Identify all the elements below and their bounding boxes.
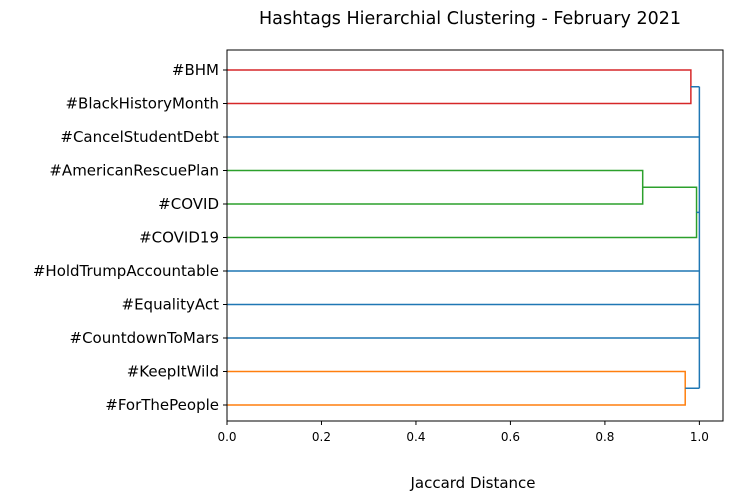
cluster-link <box>227 169 644 205</box>
leaf-label: #EqualityAct <box>122 296 220 314</box>
x-tick-label: 0.6 <box>501 430 520 444</box>
x-tick-label: 0.8 <box>595 430 614 444</box>
dendrogram-links <box>227 69 701 406</box>
plot-frame <box>226 49 724 422</box>
x-axis-ticks: 0.0 0.2 0.4 0.6 0.8 1.0 <box>217 421 709 444</box>
leaf-labels: #BHM #BlackHistoryMonth #CancelStudentDebt… <box>33 61 227 414</box>
x-tick-label: 0.4 <box>406 430 425 444</box>
x-axis-title: Jaccard Distance <box>409 474 535 492</box>
cluster-link <box>227 370 686 406</box>
x-tick-label: 0.0 <box>217 430 236 444</box>
x-tick-label: 1.0 <box>690 430 709 444</box>
leaf-label: #BHM <box>172 61 219 79</box>
leaf-label: #HoldTrumpAccountable <box>33 262 219 280</box>
x-tick-label: 0.2 <box>312 430 331 444</box>
leaf-label: #COVID19 <box>139 229 219 247</box>
cluster-link <box>227 186 698 239</box>
leaf-label: #BlackHistoryMonth <box>65 95 219 113</box>
leaf-label: #KeepItWild <box>127 363 219 381</box>
cluster-link <box>227 69 692 105</box>
leaf-label: #ForThePeople <box>105 396 219 414</box>
leaf-label: #CancelStudentDebt <box>60 128 219 146</box>
leaf-label: #AmericanRescuePlan <box>49 162 219 180</box>
leaf-label: #CountdownToMars <box>70 329 220 347</box>
leaf-label: #COVID <box>158 195 219 213</box>
chart-title: Hashtags Hierarchial Clustering - Februa… <box>259 9 681 29</box>
